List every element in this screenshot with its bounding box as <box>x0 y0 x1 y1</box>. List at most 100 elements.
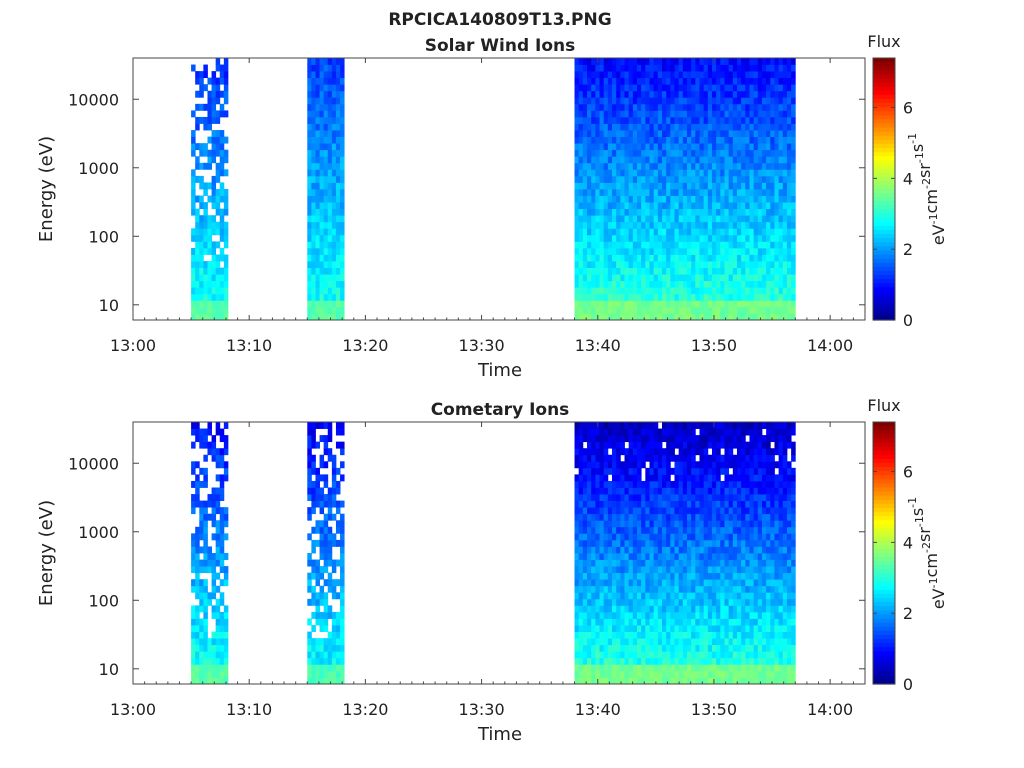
spectrogram-cell <box>628 657 634 665</box>
spectrogram-cell <box>215 553 221 560</box>
spectrogram-cell <box>645 162 650 170</box>
spectrogram-cell <box>686 103 692 111</box>
spectrogram-cell <box>741 103 746 111</box>
spectrogram-cell <box>641 611 646 619</box>
spectrogram-cell <box>616 110 621 118</box>
spectrogram-cell <box>703 670 709 678</box>
spectrogram-cell <box>716 247 721 255</box>
spectrogram-cell <box>191 677 196 685</box>
spectrogram-cell <box>603 71 609 79</box>
spectrogram-cell <box>595 553 600 560</box>
spectrogram-cell <box>603 58 609 65</box>
spectrogram-cell <box>219 533 225 541</box>
spectrogram-cell <box>761 77 767 85</box>
spectrogram-cell <box>311 215 316 223</box>
spectrogram-cell <box>770 625 775 632</box>
spectrogram-cell <box>195 293 200 301</box>
spectrogram-cell <box>720 592 725 600</box>
spectrogram-cell <box>612 274 617 282</box>
spectrogram-cell <box>641 234 646 242</box>
spectrogram-cell <box>653 287 659 295</box>
spectrogram-cell <box>327 638 333 646</box>
spectrogram-cell <box>311 84 316 92</box>
spectrogram-cell <box>587 306 592 314</box>
spectrogram-cell <box>649 598 655 606</box>
spectrogram-cell <box>612 287 617 295</box>
spectrogram-cell <box>207 670 212 678</box>
spectrogram-cell <box>766 651 771 659</box>
spectrogram-cell <box>699 598 705 606</box>
spectrogram-cell <box>620 123 625 131</box>
spectrogram-cell <box>195 618 200 626</box>
spectrogram-cell <box>766 130 771 137</box>
spectrogram-cell <box>203 454 208 462</box>
spectrogram-cell <box>720 274 725 282</box>
spectrogram-cell <box>791 123 796 131</box>
spectrogram-cell <box>628 241 634 249</box>
spectrogram-cell <box>757 293 763 301</box>
spectrogram-cell <box>678 58 684 65</box>
spectrogram-cell <box>587 533 592 541</box>
spectrogram-cell <box>749 175 755 183</box>
spectrogram-cell <box>757 267 763 275</box>
colorbar-swatch <box>873 229 895 235</box>
spectrogram-cell <box>707 592 713 600</box>
spectrogram-cell <box>607 169 613 177</box>
spectrogram-cell <box>223 77 229 85</box>
spectrogram-cell <box>653 116 659 124</box>
spectrogram-cell <box>315 103 320 111</box>
spectrogram-cell <box>599 103 605 111</box>
spectrogram-cell <box>774 300 780 308</box>
spectrogram-cell <box>720 657 725 665</box>
spectrogram-cell <box>724 189 730 196</box>
spectrogram-cell <box>657 566 663 574</box>
spectrogram-cell <box>749 261 755 268</box>
spectrogram-cell <box>682 579 688 587</box>
spectrogram-cell <box>599 539 605 547</box>
spectrogram-cell <box>641 625 646 632</box>
spectrogram-cell <box>641 274 646 282</box>
spectrogram-cell <box>645 110 650 118</box>
spectrogram-cell <box>595 644 600 652</box>
spectrogram-cell <box>753 97 759 105</box>
spectrogram-cell <box>582 300 588 308</box>
spectrogram-cell <box>682 300 688 308</box>
spectrogram-cell <box>637 657 642 665</box>
spectrogram-cell <box>770 566 775 574</box>
spectrogram-cell <box>766 182 771 190</box>
spectrogram-cell <box>699 189 705 196</box>
spectrogram-cell <box>591 195 596 203</box>
spectrogram-cell <box>707 221 713 229</box>
spectrogram-cell <box>782 677 788 685</box>
spectrogram-cell <box>223 553 229 560</box>
spectrogram-cell <box>682 156 688 164</box>
spectrogram-cell <box>195 526 200 534</box>
spectrogram-cell <box>666 306 671 314</box>
spectrogram-cell <box>695 585 700 593</box>
spectrogram-cell <box>628 110 634 118</box>
spectrogram-cell <box>641 631 646 639</box>
spectrogram-cell <box>657 261 663 268</box>
spectrogram-cell <box>616 520 621 528</box>
spectrogram-cell <box>335 202 341 210</box>
spectrogram-cell <box>215 651 221 659</box>
spectrogram-cell <box>770 123 775 131</box>
spectrogram-cell <box>311 287 316 295</box>
spectrogram-cell <box>223 254 229 262</box>
spectrogram-cell <box>632 507 638 515</box>
spectrogram-cell <box>670 657 675 665</box>
spectrogram-cell <box>678 300 684 308</box>
spectrogram-cell <box>770 215 775 223</box>
spectrogram-cell <box>666 638 671 646</box>
spectrogram-cell <box>311 467 316 475</box>
spectrogram-cell <box>753 234 759 242</box>
spectrogram-cell <box>707 208 713 216</box>
spectrogram-cell <box>782 566 788 574</box>
spectrogram-cell <box>666 625 671 632</box>
spectrogram-cell <box>720 631 725 639</box>
spectrogram-cell <box>628 156 634 164</box>
spectrogram-cell <box>711 215 717 223</box>
spectrogram-cell <box>319 143 325 151</box>
spectrogram-cell <box>645 156 650 164</box>
spectrogram-cell <box>695 71 700 79</box>
